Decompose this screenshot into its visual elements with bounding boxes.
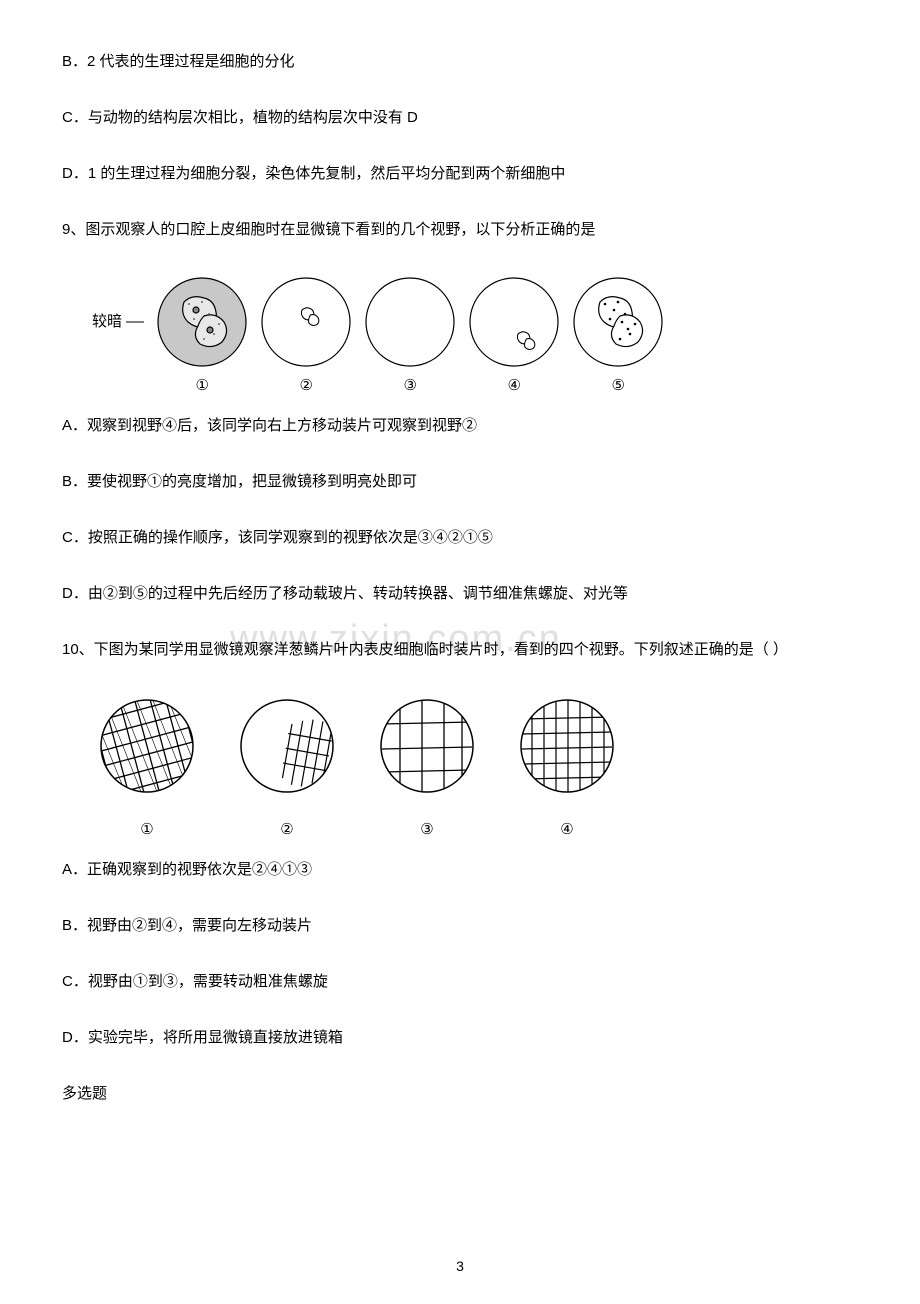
q10-option-b: B．视野由②到④，需要向左移动装片 bbox=[62, 914, 858, 938]
option-b-q8: B．2 代表的生理过程是细胞的分化 bbox=[62, 50, 858, 74]
q9-view-1: ① bbox=[154, 274, 250, 394]
page-number: 3 bbox=[456, 1258, 464, 1274]
q9-view-2: ② bbox=[258, 274, 354, 394]
q10-circled-3: ③ bbox=[420, 820, 433, 838]
circled-4: ④ bbox=[507, 376, 520, 394]
circled-5: ⑤ bbox=[611, 376, 624, 394]
q9-option-b: B．要使视野①的亮度增加，把显微镜移到明亮处即可 bbox=[62, 470, 858, 494]
q9-figure-row: 较暗 ① bbox=[92, 274, 858, 394]
q10-circled-4: ④ bbox=[560, 820, 573, 838]
circled-3: ③ bbox=[403, 376, 416, 394]
q9-dark-label: 较暗 bbox=[92, 310, 144, 331]
q10-circled-1: ① bbox=[140, 820, 153, 838]
q9-option-a: A．观察到视野④后，该同学向右上方移动装片可观察到视野② bbox=[62, 414, 858, 438]
question-9-stem: 9、图示观察人的口腔上皮细胞时在显微镜下看到的几个视野，以下分析正确的是 bbox=[62, 218, 858, 242]
q10-circled-2: ② bbox=[280, 820, 293, 838]
question-10-stem: 10、下图为某同学用显微镜观察洋葱鳞片叶内表皮细胞临时装片时，看到的四个视野。下… bbox=[62, 638, 858, 662]
circled-2: ② bbox=[299, 376, 312, 394]
q9-option-c: C．按照正确的操作顺序，该同学观察到的视野依次是③④②①⑤ bbox=[62, 526, 858, 550]
q9-view-4: ④ bbox=[466, 274, 562, 394]
q10-view-4: ④ bbox=[512, 694, 622, 838]
q9-view-3: ③ bbox=[362, 274, 458, 394]
q9-view-5: ⑤ bbox=[570, 274, 666, 394]
q10-view-3: ③ bbox=[372, 694, 482, 838]
q10-view-1: ① bbox=[92, 694, 202, 838]
option-c-q8: C．与动物的结构层次相比，植物的结构层次中没有 D bbox=[62, 106, 858, 130]
q9-option-d: D．由②到⑤的过程中先后经历了移动载玻片、转动转换器、调节细准焦螺旋、对光等 bbox=[62, 582, 858, 606]
q10-view-2: ② bbox=[232, 694, 342, 838]
circled-1: ① bbox=[195, 376, 208, 394]
q10-option-a: A．正确观察到的视野依次是②④①③ bbox=[62, 858, 858, 882]
q10-option-d: D．实验完毕，将所用显微镜直接放进镜箱 bbox=[62, 1026, 858, 1050]
section-heading: 多选题 bbox=[62, 1082, 858, 1106]
q10-figure-row: ① ② bbox=[92, 694, 858, 838]
option-d-q8: D．1 的生理过程为细胞分裂，染色体先复制，然后平均分配到两个新细胞中 bbox=[62, 162, 858, 186]
q10-option-c: C．视野由①到③，需要转动粗准焦螺旋 bbox=[62, 970, 858, 994]
dark-label-text: 较暗 bbox=[92, 313, 122, 330]
